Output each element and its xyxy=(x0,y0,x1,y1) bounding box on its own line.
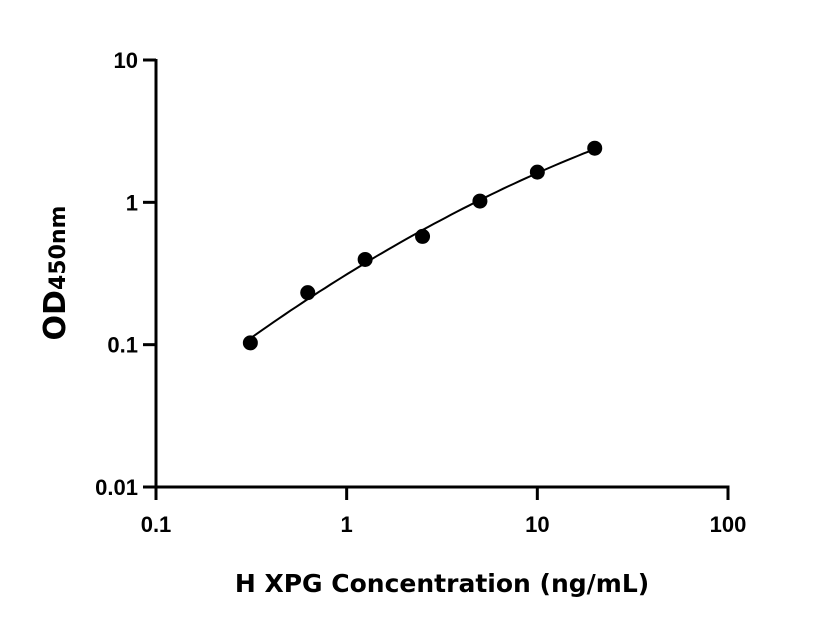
data-point xyxy=(587,140,603,156)
y-axis-label-subscript: 450nm xyxy=(46,206,71,291)
x-tick-label: 100 xyxy=(710,512,747,537)
data-point xyxy=(242,335,258,351)
data-point xyxy=(357,251,373,267)
data-point xyxy=(529,164,545,180)
x-axis-label: H XPG Concentration (ng/mL) xyxy=(235,569,649,598)
x-tick-label: 0.1 xyxy=(141,512,172,537)
y-tick-label: 1 xyxy=(126,190,138,215)
y-axis-label: OD450nm xyxy=(38,206,73,341)
data-point xyxy=(415,228,431,244)
x-tick-label: 1 xyxy=(341,512,353,537)
data-point xyxy=(300,285,316,301)
data-point xyxy=(472,193,488,209)
y-tick-label: 0.1 xyxy=(107,333,138,358)
y-tick-label: 10 xyxy=(114,48,138,73)
y-axis-label-main: OD xyxy=(38,290,73,340)
x-tick-label: 10 xyxy=(525,512,549,537)
y-tick-label: 0.01 xyxy=(95,475,138,500)
